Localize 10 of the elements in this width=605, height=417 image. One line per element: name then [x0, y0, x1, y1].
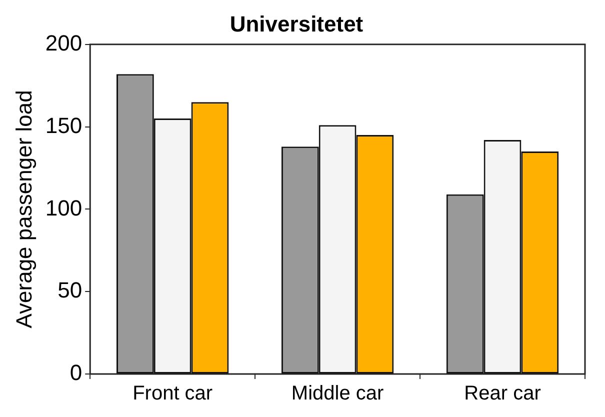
y-tick-label: 100 — [45, 195, 82, 220]
x-tick-label: Front car — [132, 382, 213, 405]
y-axis-title: Average passenger load — [11, 90, 36, 328]
x-tick-label: Rear car — [464, 382, 542, 405]
y-tick-label: 0 — [70, 360, 82, 386]
y-tick-label: 200 — [45, 30, 82, 56]
x-tick-label: Middle car — [291, 382, 384, 405]
chart-title: Universitetet — [230, 11, 364, 36]
y-tick-label: 150 — [45, 112, 82, 138]
y-tick-label: 50 — [58, 278, 82, 303]
